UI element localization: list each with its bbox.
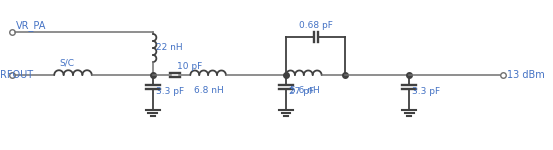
Text: 3.3 pF: 3.3 pF [413,87,440,96]
Text: RFOUT: RFOUT [0,70,33,80]
Text: 6.8 nH: 6.8 nH [194,86,224,95]
Text: 27 pF: 27 pF [289,87,314,96]
Text: 13 dBm: 13 dBm [507,70,545,80]
Text: 22 nH: 22 nH [156,44,182,52]
Text: 0.68 pF: 0.68 pF [299,21,332,30]
Text: S/C: S/C [59,58,74,67]
Text: 3.3 pF: 3.3 pF [156,87,184,96]
Text: 10 pF: 10 pF [176,62,202,71]
Text: VR_PA: VR_PA [16,20,46,31]
Text: 5.6 nH: 5.6 nH [290,86,320,95]
